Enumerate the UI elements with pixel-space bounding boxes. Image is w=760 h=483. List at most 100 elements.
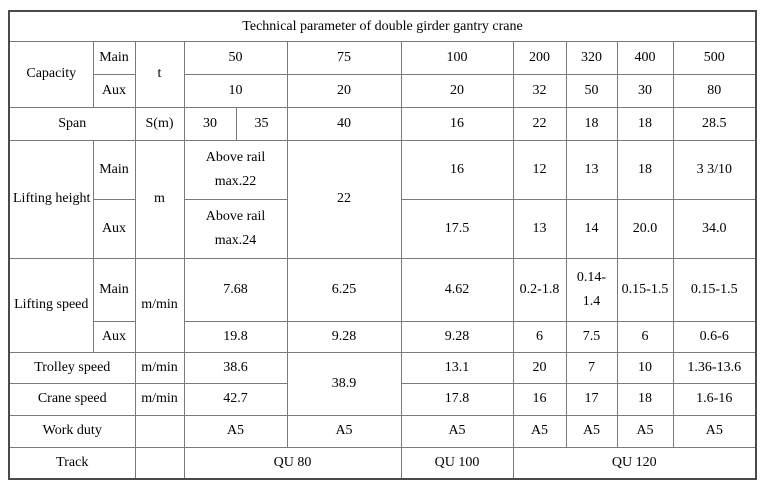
lifting-height-aux-value: 14 bbox=[565, 198, 618, 259]
lifting-speed-aux-row: Aux 19.8 9.28 9.28 6 7.5 6 0.6-6 bbox=[9, 320, 757, 353]
lifting-height-aux-value: 20.0 bbox=[616, 198, 674, 259]
lifting-height-main-value: 3 3/10 bbox=[672, 139, 757, 200]
crane-speed-value: 18 bbox=[616, 382, 674, 416]
lifting-height-main-value: 18 bbox=[616, 139, 674, 200]
lifting-speed-aux-value: 0.6-6 bbox=[672, 320, 757, 353]
trolley-speed-value: 20 bbox=[512, 351, 567, 384]
lifting-speed-aux-value: 6 bbox=[616, 320, 674, 353]
row-label-span: Span bbox=[8, 106, 136, 141]
capacity-unit: t bbox=[134, 40, 185, 108]
row-label-lifting-speed: Lifting speed bbox=[8, 257, 94, 353]
capacity-aux-value: 20 bbox=[400, 73, 514, 108]
capacity-aux-value: 20 bbox=[286, 73, 402, 108]
capacity-main-value: 75 bbox=[286, 40, 402, 75]
row-label-track: Track bbox=[8, 446, 136, 480]
technical-parameter-table: Technical parameter of double girder gan… bbox=[8, 10, 758, 480]
capacity-sub-main: Main bbox=[92, 40, 136, 75]
lifting-speed-main-row: Lifting speed Main m/min 7.68 6.25 4.62 … bbox=[8, 257, 757, 353]
capacity-main-value: 500 bbox=[672, 40, 757, 75]
span-unit: S(m) bbox=[134, 106, 185, 141]
lifting-speed-sub-main: Main bbox=[92, 257, 136, 322]
capacity-aux-value: 10 bbox=[183, 73, 288, 108]
lifting-height-aux-value: 13 bbox=[512, 198, 567, 259]
span-value: 16 bbox=[400, 106, 514, 141]
trolley-speed-value: 13.1 bbox=[400, 351, 514, 384]
lifting-height-aux-value: 17.5 bbox=[400, 198, 514, 259]
trolley-speed-value: 10 bbox=[616, 351, 674, 384]
work-duty-value: A5 bbox=[565, 414, 618, 448]
lifting-height-main-row: Lifting height Main m Above rail max.22 … bbox=[8, 139, 757, 259]
capacity-main-value: 50 bbox=[183, 40, 288, 75]
crane-speed-value: 42.7 bbox=[183, 382, 288, 416]
lifting-speed-main-value: 7.68 bbox=[183, 257, 288, 322]
lifting-speed-aux-value: 9.28 bbox=[400, 320, 514, 353]
lifting-height-aux-row: Aux Above rail max.24 17.5 13 14 20.0 34… bbox=[9, 198, 757, 259]
empty-unit-cell bbox=[134, 414, 185, 448]
capacity-aux-value: 30 bbox=[616, 73, 674, 108]
work-duty-row: Work duty A5 A5 A5 A5 A5 A5 A5 bbox=[8, 414, 757, 448]
row-label-lifting-height: Lifting height bbox=[8, 139, 94, 259]
lifting-height-sub-aux: Aux bbox=[92, 198, 136, 259]
work-duty-value: A5 bbox=[286, 414, 402, 448]
empty-unit-cell bbox=[134, 446, 185, 480]
capacity-main-value: 320 bbox=[565, 40, 618, 75]
span-row: Span S(m) 30 35 40 16 22 18 18 28.5 bbox=[8, 106, 757, 141]
lifting-height-aux-value: 34.0 bbox=[672, 198, 757, 259]
row-label-trolley-speed: Trolley speed bbox=[8, 351, 136, 384]
row-label-crane-speed: Crane speed bbox=[8, 382, 136, 416]
span-value: 28.5 bbox=[672, 106, 757, 141]
trolley-speed-value: 38.6 bbox=[183, 351, 288, 384]
lifting-height-unit: m bbox=[134, 139, 185, 259]
lifting-speed-aux-value: 19.8 bbox=[183, 320, 288, 353]
lifting-speed-unit: m/min bbox=[134, 257, 185, 353]
work-duty-value: A5 bbox=[616, 414, 674, 448]
lifting-speed-main-value: 0.15-1.5 bbox=[672, 257, 757, 322]
trolley-speed-row: Trolley speed m/min 38.6 38.9 13.1 20 7 … bbox=[8, 351, 757, 416]
trolley-speed-value: 1.36-13.6 bbox=[672, 351, 757, 384]
capacity-main-value: 400 bbox=[616, 40, 674, 75]
capacity-sub-aux: Aux bbox=[92, 73, 136, 108]
lifting-height-aux-value: Above rail max.24 bbox=[183, 198, 288, 259]
crane-speed-unit: m/min bbox=[134, 382, 185, 416]
lifting-speed-main-value: 0.14-1.4 bbox=[565, 257, 618, 322]
lifting-speed-main-value: 4.62 bbox=[400, 257, 514, 322]
track-value: QU 80 bbox=[183, 446, 402, 480]
trolley-speed-value: 7 bbox=[565, 351, 618, 384]
work-duty-value: A5 bbox=[512, 414, 567, 448]
track-value: QU 120 bbox=[512, 446, 757, 480]
lifting-height-main-value: 12 bbox=[512, 139, 567, 200]
lifting-speed-aux-value: 7.5 bbox=[565, 320, 618, 353]
track-row: Track QU 80 QU 100 QU 120 bbox=[8, 446, 757, 480]
work-duty-value: A5 bbox=[183, 414, 288, 448]
crane-speed-value: 16 bbox=[512, 382, 567, 416]
trolley-crane-merged-value: 38.9 bbox=[286, 351, 402, 416]
work-duty-value: A5 bbox=[400, 414, 514, 448]
span-value: 30 bbox=[183, 106, 237, 141]
span-value: 35 bbox=[235, 106, 288, 141]
track-value: QU 100 bbox=[400, 446, 514, 480]
lifting-speed-aux-value: 6 bbox=[512, 320, 567, 353]
lifting-height-main-value: Above rail max.22 bbox=[183, 139, 288, 200]
lifting-speed-aux-value: 9.28 bbox=[286, 320, 402, 353]
lifting-speed-main-value: 0.15-1.5 bbox=[616, 257, 674, 322]
lifting-speed-main-value: 0.2-1.8 bbox=[512, 257, 567, 322]
capacity-main-value: 200 bbox=[512, 40, 567, 75]
lifting-height-merged-value: 22 bbox=[286, 139, 402, 259]
capacity-aux-row: Aux 10 20 20 32 50 30 80 bbox=[9, 73, 757, 108]
title-row: Technical parameter of double girder gan… bbox=[8, 10, 757, 42]
row-label-capacity: Capacity bbox=[8, 40, 94, 108]
span-value: 40 bbox=[286, 106, 402, 141]
span-value: 18 bbox=[565, 106, 618, 141]
lifting-speed-sub-aux: Aux bbox=[92, 320, 136, 353]
crane-speed-value: 17.8 bbox=[400, 382, 514, 416]
lifting-height-main-value: 16 bbox=[400, 139, 514, 200]
table-title: Technical parameter of double girder gan… bbox=[8, 10, 757, 42]
capacity-aux-value: 50 bbox=[565, 73, 618, 108]
span-value: 22 bbox=[512, 106, 567, 141]
lifting-height-main-value: 13 bbox=[565, 139, 618, 200]
work-duty-value: A5 bbox=[672, 414, 757, 448]
capacity-aux-value: 80 bbox=[672, 73, 757, 108]
crane-speed-value: 17 bbox=[565, 382, 618, 416]
span-value: 18 bbox=[616, 106, 674, 141]
lifting-height-sub-main: Main bbox=[92, 139, 136, 200]
